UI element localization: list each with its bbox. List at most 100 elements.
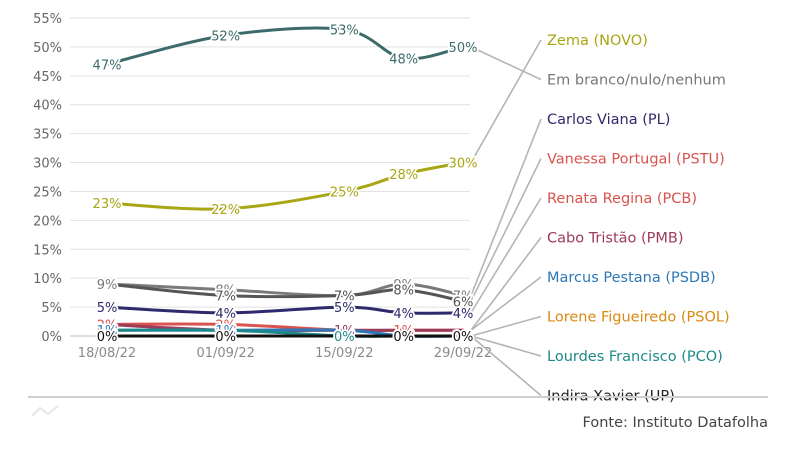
data-label: 28% [389, 168, 418, 183]
data-label-halo: 8% [215, 284, 236, 299]
data-label: 7% [334, 290, 355, 305]
data-label-halo: 30% [449, 157, 478, 172]
y-tick-label: 30% [33, 157, 62, 172]
legend-connector [470, 335, 542, 397]
x-tick-label: 01/09/22 [196, 346, 254, 361]
x-tick-label: 18/08/22 [78, 346, 136, 361]
data-label-halo: 8% [393, 284, 414, 299]
legend-label: Zema (NOVO) [547, 33, 648, 49]
series-line [105, 26, 465, 66]
data-label: 25% [330, 185, 359, 200]
legend-connector [470, 39, 542, 163]
data-label: 0% [97, 330, 118, 345]
legend-label: Renata Regina (PCB) [547, 191, 697, 207]
legend-label: Vanessa Portugal (PSTU) [547, 152, 725, 168]
y-tick-label: 10% [33, 272, 62, 287]
series-line [105, 282, 465, 303]
data-label-halo: 0% [334, 330, 355, 345]
data-label: 4% [453, 307, 474, 322]
data-label-halo: 1% [393, 324, 414, 339]
source-note: Fonte: Instituto Datafolha [582, 415, 768, 431]
logo-icon [31, 405, 59, 417]
data-label-halo: 5% [97, 301, 118, 316]
data-label-halo: 50% [449, 41, 478, 56]
legend-connector [470, 158, 542, 302]
legend-connector [470, 276, 542, 331]
data-label: 7% [453, 290, 474, 305]
y-tick-label: 25% [33, 185, 62, 200]
legend-connector [470, 197, 542, 314]
data-label: 1% [393, 324, 414, 339]
footer-divider [28, 396, 768, 398]
legend-connector [470, 46, 542, 81]
y-tick-label: 50% [33, 41, 62, 56]
y-tick-label: 0% [41, 330, 62, 345]
data-label: 1% [97, 324, 118, 339]
legend-connector [470, 335, 542, 357]
data-label: 4% [215, 307, 236, 322]
data-label: 53% [330, 24, 359, 39]
data-label: 5% [334, 301, 355, 316]
data-label: 9% [393, 278, 414, 293]
legend-label: Lourdes Francisco (PCO) [547, 349, 723, 365]
data-label: 2% [97, 318, 118, 333]
data-label: 47% [93, 58, 122, 73]
data-label: 52% [211, 29, 240, 44]
legend-label: Cabo Tristão (PMB) [547, 231, 684, 247]
data-label: 30% [449, 157, 478, 172]
data-label: 6% [453, 295, 474, 310]
data-label-halo: 0% [393, 330, 414, 345]
data-label-halo: 7% [334, 290, 355, 305]
data-label: 0% [215, 330, 236, 345]
data-label-halo: 23% [93, 197, 122, 212]
y-tick-label: 35% [33, 128, 62, 143]
data-label-halo: 28% [389, 168, 418, 183]
data-label-halo: 0% [215, 330, 236, 345]
series-line [105, 161, 465, 211]
data-label-halo: 4% [393, 307, 414, 322]
data-label-halo: 7% [453, 290, 474, 305]
data-label-halo: 25% [330, 185, 359, 200]
x-tick-label: 15/09/22 [315, 346, 373, 361]
data-label-halo: 6% [453, 295, 474, 310]
y-tick-label: 55% [33, 12, 62, 27]
data-label: 2% [215, 318, 236, 333]
data-label-halo: 7% [215, 290, 236, 305]
data-label: 0% [453, 330, 474, 345]
data-label: 23% [93, 197, 122, 212]
legend-connector [470, 118, 542, 296]
data-label: 4% [393, 307, 414, 322]
data-label: 5% [97, 301, 118, 316]
y-tick-label: 45% [33, 70, 62, 85]
data-label-halo: 2% [97, 318, 118, 333]
data-label: 50% [449, 41, 478, 56]
y-tick-label: 20% [33, 214, 62, 229]
data-label: 0% [334, 330, 355, 345]
data-label-halo: 1% [215, 324, 236, 339]
data-label-halo: 22% [211, 203, 240, 218]
data-label-halo: 1% [334, 324, 355, 339]
data-label-halo: 1% [97, 324, 118, 339]
y-tick-label: 15% [33, 243, 62, 258]
legend-connector [470, 237, 542, 331]
data-label-halo: 52% [211, 29, 240, 44]
legend-label: Carlos Viana (PL) [547, 112, 670, 128]
data-label: 1% [334, 324, 355, 339]
data-label: 48% [389, 52, 418, 67]
data-label-halo: 2% [215, 318, 236, 333]
data-label: 1% [453, 330, 474, 345]
data-label-halo: 1% [453, 330, 474, 345]
data-label: 22% [211, 203, 240, 218]
data-label: 9% [97, 278, 118, 293]
data-label-halo: 48% [389, 52, 418, 67]
data-label: 8% [215, 284, 236, 299]
data-label-halo: 4% [453, 307, 474, 322]
y-tick-label: 40% [33, 99, 62, 114]
legend-label: Em branco/nulo/nenhum [547, 73, 726, 89]
data-label-halo: 9% [97, 278, 118, 293]
data-label-halo: 0% [97, 330, 118, 345]
legend-label: Marcus Pestana (PSDB) [547, 270, 716, 286]
legend-label: Lorene Figueiredo (PSOL) [547, 310, 730, 326]
x-tick-label: 29/09/22 [434, 346, 492, 361]
